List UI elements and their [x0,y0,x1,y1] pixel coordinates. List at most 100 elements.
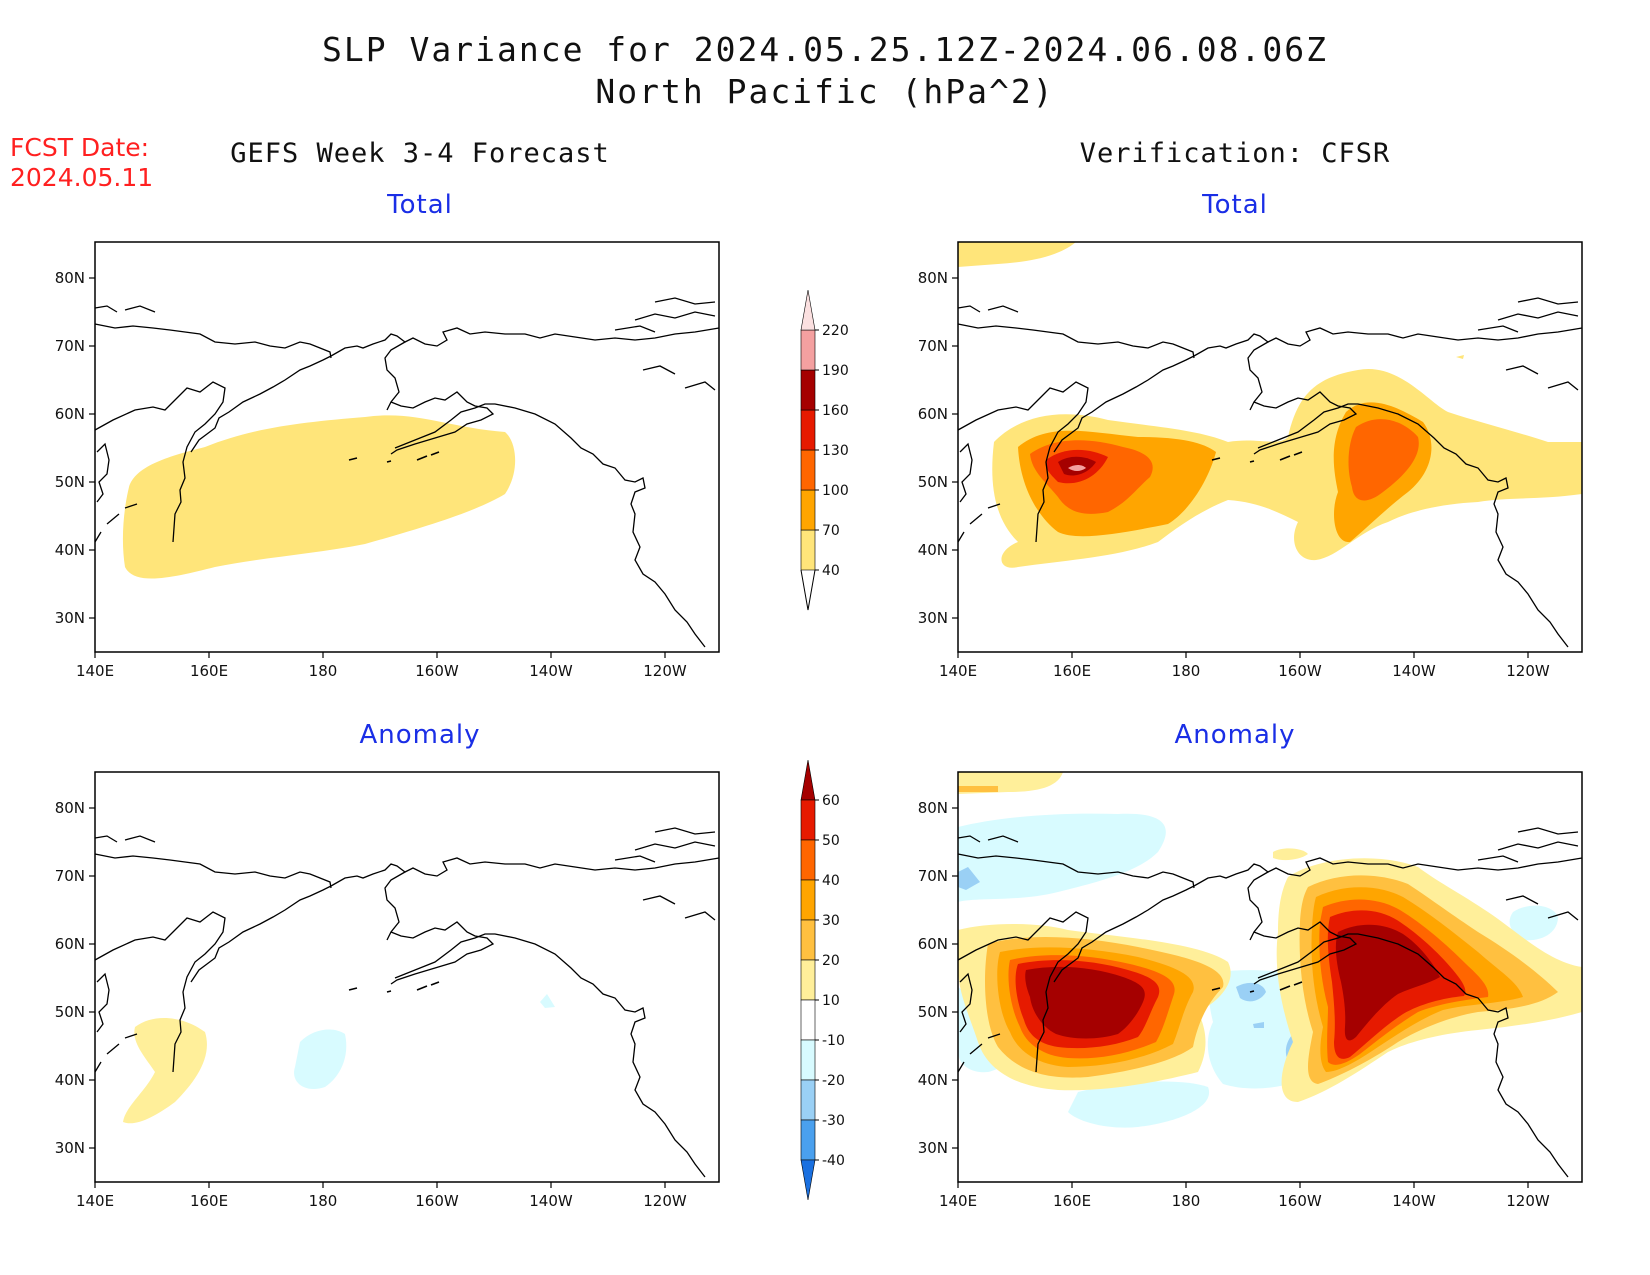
contour-minus10-minus20 [1068,1081,1210,1128]
colorbar-total-label: 40 [822,563,840,579]
colorbar-total: 40 70 100 130 160 190 220 [800,289,849,611]
fcst-label: FCST Date: [10,133,150,162]
lat-tick-label: 70N [918,337,948,355]
panel-title-total-right: Total [1202,190,1268,220]
contour-minus20-minus30 [958,867,980,890]
lat-tick-label: 70N [55,337,85,355]
main-title: SLP Variance for 2024.05.25.12Z-2024.06.… [322,30,1328,69]
map-gefs-anomaly [88,771,720,1189]
lat-tick-label: 40N [918,541,948,559]
lat-tick-label: 80N [55,269,85,287]
colorbar-anomaly-label: -30 [822,1113,845,1129]
lon-tick-label: 160W [1278,662,1322,680]
contour-minus10-minus20 [540,994,555,1008]
colorbar-segment [800,329,816,371]
lat-tick-label: 60N [918,405,948,423]
lat-tick-label: 30N [918,1139,948,1157]
contour-minus10-minus20 [958,813,1166,902]
colorbar-segment [800,529,816,571]
map-cfsr-anomaly [951,771,1583,1189]
lon-tick-label: 140E [76,1192,114,1210]
colorbar-segment [800,1119,816,1161]
lat-tick-label: 50N [55,473,85,491]
colorbar-upper-extension [800,289,816,331]
lat-tick-label: 30N [55,609,85,627]
lon-tick-label: 120W [1506,662,1550,680]
colorbar-total-label: 220 [822,323,849,339]
main-subtitle: North Pacific (hPa^2) [595,72,1055,111]
colorbar-segment [800,839,816,881]
lat-tick-label: 50N [918,1003,948,1021]
lon-tick-label: 120W [643,662,687,680]
colorbar-segment [800,919,816,961]
colorbar-segment [800,449,816,491]
lat-tick-label: 80N [918,799,948,817]
colorbar-segment [800,489,816,531]
lon-tick-label: 160E [1053,1192,1091,1210]
contour-above-60 [1025,966,1145,1039]
contour-190-220 [1068,465,1086,471]
lat-tick-label: 80N [55,799,85,817]
map-cfsr-total [951,241,1583,659]
colorbar-segment [800,1079,816,1121]
colorbar-segment [800,879,816,921]
fcst-date: 2024.05.11 [10,163,154,192]
lon-tick-label: 160E [1053,662,1091,680]
lon-tick-label: 180 [1172,1192,1201,1210]
contour-40-70 [1456,355,1464,359]
lat-tick-label: 70N [55,867,85,885]
panel-title-anomaly-right: Anomaly [1174,720,1296,750]
colorbar-total-label: 160 [822,403,849,419]
colorbar-anomaly-label: 30 [822,913,840,929]
contour-40-70 [958,242,1076,267]
contour-10-20 [123,1017,207,1124]
lon-tick-label: 140E [939,1192,977,1210]
lat-tick-label: 40N [918,1071,948,1089]
lon-tick-label: 160W [415,662,459,680]
colorbar-segment [800,799,816,841]
lat-tick-label: 30N [55,1139,85,1157]
colorbar-anomaly-label: -40 [822,1153,845,1169]
lon-tick-label: 160W [1278,1192,1322,1210]
colorbar-lower-extension [800,569,816,611]
lon-tick-label: 140W [1392,662,1436,680]
colorbar-anomaly-label: -20 [822,1073,845,1089]
lat-tick-label: 50N [55,1003,85,1021]
lat-tick-label: 60N [55,405,85,423]
colorbar-total-label: 100 [822,483,849,499]
contour-minus10-minus20 [294,1029,347,1090]
colorbar-segment [800,999,816,1041]
contour-100-130 [1348,419,1419,501]
colorbar-anomaly: 60 50 40 30 20 10 -10 -20 -30 -40 [800,759,845,1201]
colorbar-anomaly-label: -10 [822,1033,845,1049]
right-column-title: Verification: CFSR [1079,138,1391,169]
contour-minus20-minus30 [1253,1022,1264,1028]
lat-tick-label: 50N [918,473,948,491]
lat-tick-label: 40N [55,1071,85,1089]
contour-above-60 [1335,924,1440,1041]
lon-tick-label: 160W [415,1192,459,1210]
contour-10-20 [1273,848,1308,861]
map-gefs-total [88,241,720,659]
colorbar-segment [800,369,816,411]
lon-tick-label: 180 [1172,662,1201,680]
lon-tick-label: 140W [529,1192,573,1210]
left-column-title: GEFS Week 3-4 Forecast [230,138,610,169]
lon-tick-label: 160E [190,662,228,680]
panel-title-total-left: Total [387,190,453,220]
colorbar-total-label: 190 [822,363,849,379]
colorbar-segment [800,409,816,451]
lat-tick-label: 80N [918,269,948,287]
contour-minus10-minus20 [1509,905,1558,941]
lat-tick-label: 70N [918,867,948,885]
colorbar-anomaly-label: 10 [822,993,840,1009]
lon-tick-label: 140W [1392,1192,1436,1210]
lon-tick-label: 140E [76,662,114,680]
lon-tick-label: 120W [1506,1192,1550,1210]
lon-tick-label: 180 [309,662,338,680]
colorbar-anomaly-label: 50 [822,833,840,849]
lon-tick-label: 140W [529,662,573,680]
colorbar-anomaly-label: 40 [822,873,840,889]
lon-tick-label: 160E [190,1192,228,1210]
